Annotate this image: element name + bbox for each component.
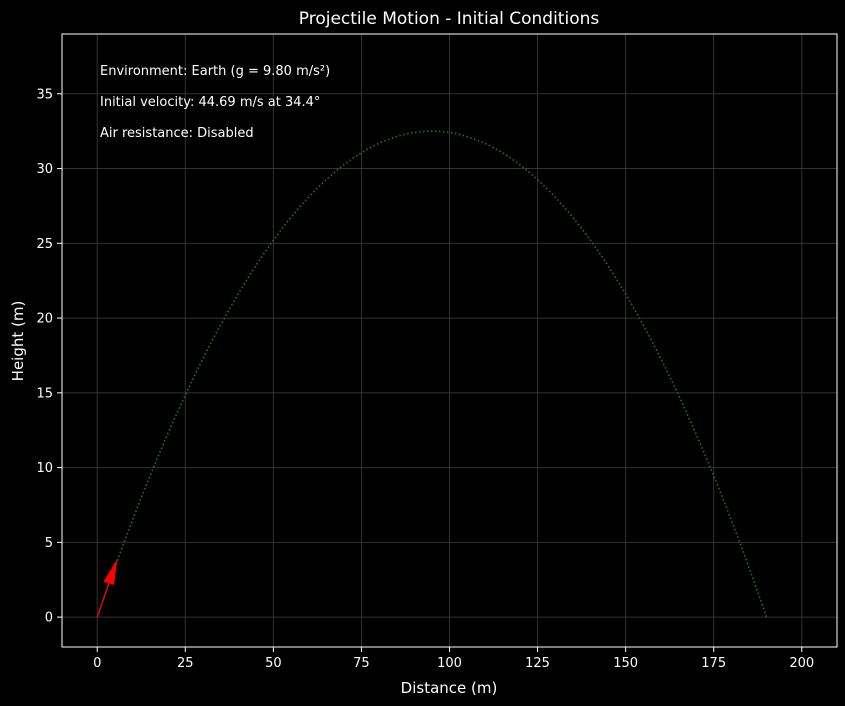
y-tick-label: 35 (36, 87, 53, 102)
y-tick-label: 0 (45, 611, 53, 626)
y-tick-label: 30 (36, 162, 53, 177)
y-tick-label: 20 (36, 312, 53, 327)
x-tick-label: 25 (177, 656, 194, 671)
velocity-arrow-group (96, 558, 118, 618)
y-tick-label: 15 (36, 386, 53, 401)
velocity-arrow-shaft (96, 583, 110, 618)
annotation-air-resistance: Air resistance: Disabled (100, 126, 254, 141)
grid (62, 34, 837, 647)
y-axis-label: Height (m) (9, 301, 27, 382)
trajectory-series (96, 130, 768, 618)
x-tick-label: 175 (701, 656, 726, 671)
x-tick-label: 150 (613, 656, 638, 671)
velocity-arrow-head (103, 558, 118, 586)
axis-ticks: 0 25 50 75 100 125 150 175 200 0 5 10 15 20 25 30 35 (36, 87, 814, 671)
x-tick-label: 100 (437, 656, 462, 671)
x-tick-label: 75 (353, 656, 370, 671)
x-tick-label: 50 (265, 656, 282, 671)
x-tick-label: 125 (525, 656, 550, 671)
annotation-environment: Environment: Earth (g = 9.80 m/s²) (100, 64, 330, 79)
x-axis-label: Distance (m) (401, 679, 498, 697)
annotation-initial-velocity: Initial velocity: 44.69 m/s at 34.4° (100, 95, 320, 110)
y-tick-label: 25 (36, 237, 53, 252)
x-tick-label: 0 (93, 656, 101, 671)
trajectory-line (96, 130, 768, 618)
y-tick-label: 5 (45, 536, 53, 551)
x-tick-label: 200 (789, 656, 814, 671)
chart-title: Projectile Motion - Initial Conditions (299, 9, 600, 29)
y-tick-label: 10 (36, 461, 53, 476)
